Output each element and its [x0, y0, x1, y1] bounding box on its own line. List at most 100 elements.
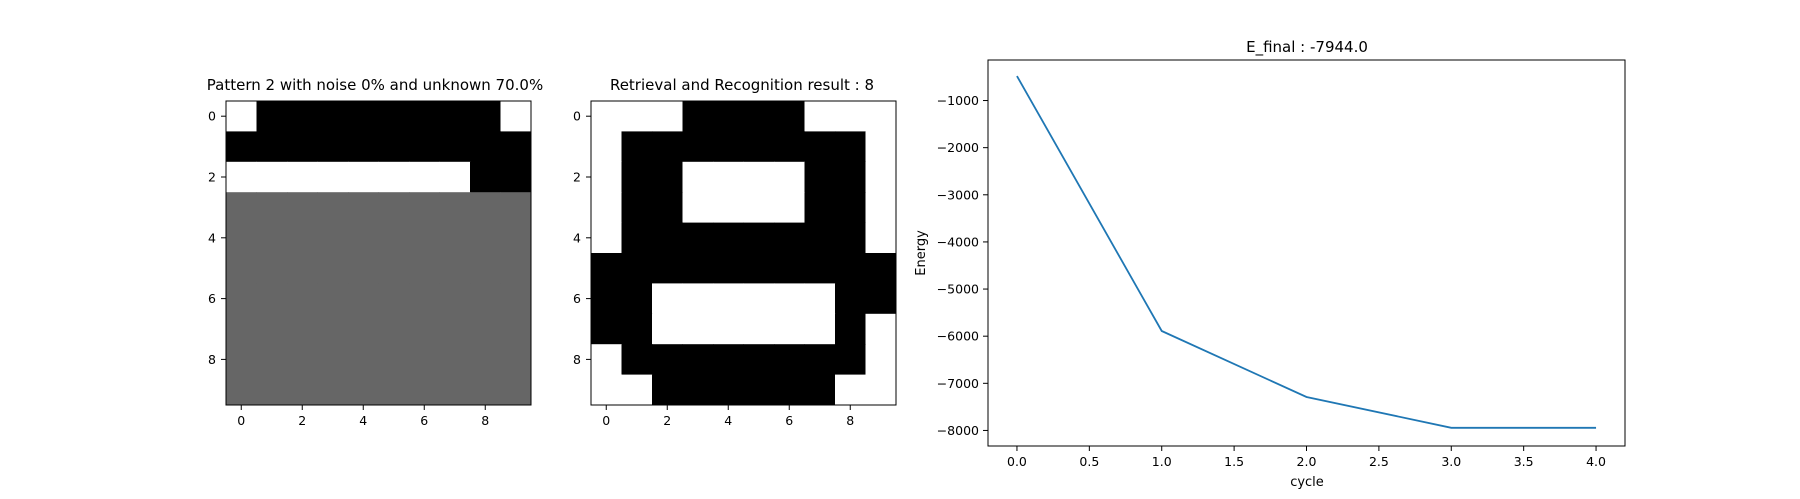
- grid-cell: [774, 161, 805, 193]
- grid-cell: [287, 101, 318, 132]
- grid-cell: [317, 374, 349, 406]
- grid-cell: [348, 344, 379, 376]
- grid-cell: [591, 374, 622, 406]
- grid-cell: [470, 222, 501, 254]
- grid-cell: [652, 161, 683, 193]
- y-tick-label: 8: [208, 352, 216, 367]
- grid-cell: [409, 344, 440, 376]
- grid-cell: [835, 283, 866, 315]
- grid-cell: [470, 131, 501, 163]
- grid-cell: [500, 283, 532, 315]
- grid-cell: [835, 101, 866, 132]
- y-tick-label: −3000: [937, 187, 979, 202]
- grid-cell: [713, 222, 744, 254]
- grid-cell: [835, 313, 866, 345]
- y-tick-label: 0: [573, 109, 581, 124]
- grid-cell: [743, 222, 775, 254]
- noisy-pattern-panel: Pattern 2 with noise 0% and unknown 70.0…: [207, 76, 543, 428]
- grid-cell: [287, 192, 318, 224]
- grid-cell: [256, 192, 288, 224]
- grid-cell: [621, 283, 653, 315]
- grid-cell: [287, 131, 318, 163]
- x-tick-label: 0.0: [1007, 454, 1027, 469]
- grid-cell: [348, 222, 379, 254]
- grid-cell: [409, 374, 440, 406]
- x-tick-label: 6: [785, 413, 793, 428]
- grid-cell: [378, 283, 410, 315]
- grid-cell: [713, 283, 744, 315]
- grid-cell: [652, 192, 683, 224]
- grid-cell: [774, 374, 805, 406]
- grid-cell: [500, 344, 532, 376]
- grid-cell: [470, 192, 501, 224]
- grid-cell: [865, 222, 897, 254]
- retrieval-panel: Retrieval and Recognition result : 8 0 2 4…: [573, 76, 897, 428]
- grid-cell: [378, 253, 410, 284]
- grid-cell: [865, 131, 897, 163]
- y-tick-label: −6000: [937, 329, 979, 344]
- grid-cell: [652, 283, 683, 315]
- grid-cell: [500, 374, 532, 406]
- x-tick-label: 6: [420, 413, 428, 428]
- x-tick-label: 4: [724, 413, 732, 428]
- grid-cell: [409, 161, 440, 193]
- grid-cell: [713, 161, 744, 193]
- grid-cell: [226, 344, 257, 376]
- x-tick-label: 2.5: [1369, 454, 1389, 469]
- x-tick-label: 8: [846, 413, 854, 428]
- grid-cell: [500, 313, 532, 345]
- grid-cell: [439, 101, 471, 132]
- grid-cell: [804, 313, 836, 345]
- y-tick-label: 6: [573, 291, 581, 306]
- grid-cell: [774, 222, 805, 254]
- grid-cell: [804, 131, 836, 163]
- grid-cell: [470, 101, 501, 132]
- grid-cell: [348, 161, 379, 193]
- grid-cell: [409, 253, 440, 284]
- grid-cell: [256, 131, 288, 163]
- grid-cell: [378, 222, 410, 254]
- grid-cell: [591, 192, 622, 224]
- grid-cell: [500, 192, 532, 224]
- grid-cell: [743, 131, 775, 163]
- y-tick-label: 6: [208, 291, 216, 306]
- grid-cell: [256, 313, 288, 345]
- retrieval-title: Retrieval and Recognition result : 8: [610, 76, 874, 94]
- grid-cell: [835, 374, 866, 406]
- grid-cell: [682, 222, 714, 254]
- grid-cell: [743, 161, 775, 193]
- energy-title: E_final : -7944.0: [1246, 38, 1368, 57]
- grid-cell: [500, 131, 532, 163]
- grid-cell: [226, 222, 257, 254]
- energy-xlabel: cycle: [1290, 475, 1324, 490]
- grid-cell: [317, 101, 349, 132]
- grid-cell: [804, 283, 836, 315]
- grid-cell: [835, 253, 866, 284]
- energy-series-line: [1016, 75, 1597, 429]
- grid-cell: [439, 253, 471, 284]
- grid-cell: [409, 101, 440, 132]
- grid-cell: [621, 101, 653, 132]
- grid-cell: [317, 344, 349, 376]
- grid-cell: [287, 313, 318, 345]
- grid-cell: [226, 131, 257, 163]
- grid-cell: [804, 161, 836, 193]
- grid-cell: [348, 313, 379, 345]
- grid-cell: [865, 313, 897, 345]
- grid-cell: [287, 222, 318, 254]
- grid-cell: [348, 253, 379, 284]
- grid-cell: [500, 101, 532, 132]
- grid-cell: [591, 283, 622, 315]
- grid-cell: [865, 101, 897, 132]
- grid-cell: [317, 313, 349, 345]
- grid-cell: [743, 313, 775, 345]
- noisy-pattern-frame: [225, 100, 532, 406]
- grid-cell: [774, 101, 805, 132]
- grid-cell: [226, 374, 257, 406]
- grid-cell: [470, 344, 501, 376]
- grid-cell: [682, 161, 714, 193]
- grid-cell: [804, 222, 836, 254]
- energy-ylabel: Energy: [914, 230, 929, 276]
- grid-cell: [256, 283, 288, 315]
- grid-cell: [682, 131, 714, 163]
